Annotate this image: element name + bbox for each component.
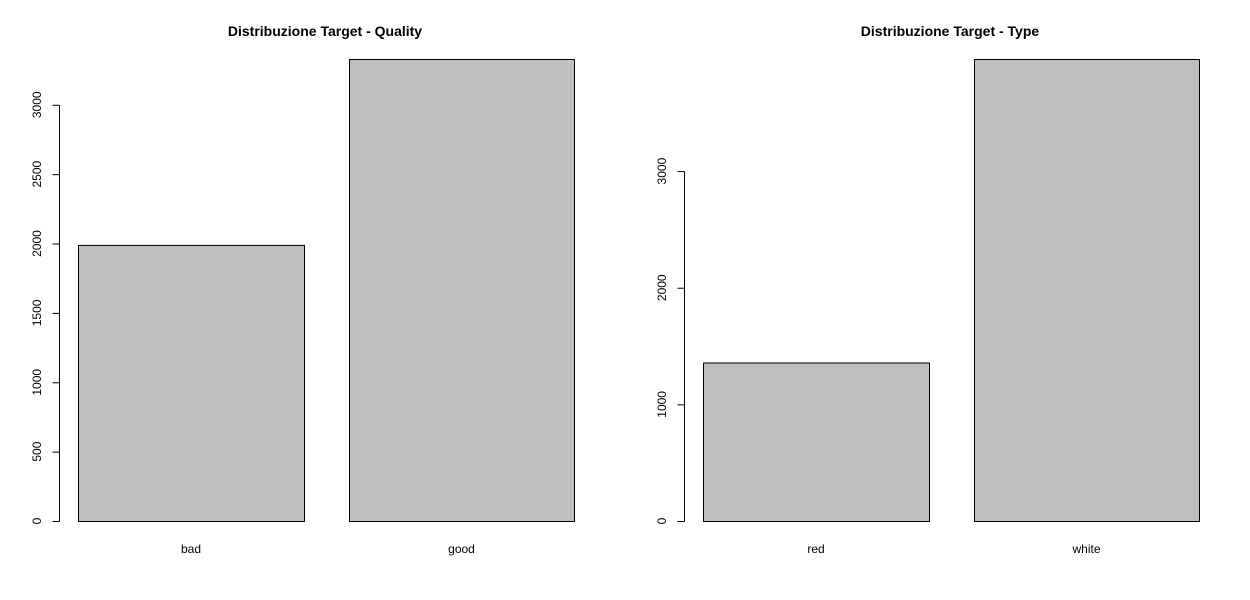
y-tick-label: 1500 [30,299,44,326]
y-tick-label: 0 [30,517,44,524]
category-label: red [807,542,824,556]
y-tick-label: 3000 [30,91,44,118]
y-tick-label: 1000 [30,369,44,396]
chart-title: Distribuzione Target - Type [861,23,1040,39]
bar-white [974,59,1200,522]
bar-bad [78,244,305,522]
y-tick-label: 500 [30,441,44,461]
category-label: good [448,542,475,556]
chart-title: Distribuzione Target - Quality [228,23,422,39]
type-chart: Distribuzione Target - Type red white 0 100… [655,23,1200,556]
y-tick-label: 0 [655,517,669,524]
bar-good [349,59,575,522]
category-label: white [1071,542,1100,556]
quality-chart: Distribuzione Target - Quality bad good 0 5… [30,23,575,556]
y-tick-label: 2500 [30,160,44,187]
y-tick-label: 2000 [30,230,44,257]
y-tick-label: 3000 [655,157,669,184]
y-tick-label: 2000 [655,274,669,301]
y-tick-label: 1000 [655,391,669,418]
category-label: bad [181,542,201,556]
bar-red [703,362,930,522]
